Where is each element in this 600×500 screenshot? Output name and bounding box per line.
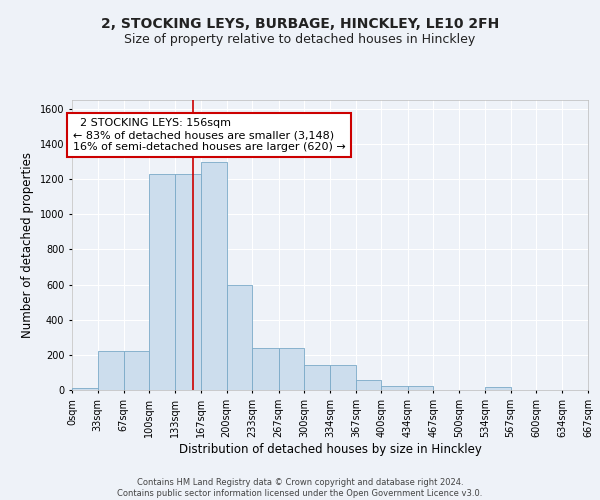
Bar [201,162,227,390]
Bar [98,352,124,390]
Text: Contains HM Land Registry data © Crown copyright and database right 2024.
Contai: Contains HM Land Registry data © Crown c… [118,478,482,498]
Text: Size of property relative to detached houses in Hinckley: Size of property relative to detached ho… [124,32,476,46]
Bar [175,174,201,390]
Text: 2 STOCKING LEYS: 156sqm
← 83% of detached houses are smaller (3,148)
16% of semi: 2 STOCKING LEYS: 156sqm ← 83% of detache… [73,118,346,152]
Bar [278,348,304,390]
Bar [356,380,382,390]
Bar [304,366,331,390]
Bar [72,388,98,390]
Y-axis label: Number of detached properties: Number of detached properties [21,152,34,338]
Bar [331,366,356,390]
Text: 2, STOCKING LEYS, BURBAGE, HINCKLEY, LE10 2FH: 2, STOCKING LEYS, BURBAGE, HINCKLEY, LE1… [101,18,499,32]
Bar [485,388,511,390]
Bar [382,386,408,390]
Bar [252,348,278,390]
Bar [149,174,175,390]
X-axis label: Distribution of detached houses by size in Hinckley: Distribution of detached houses by size … [179,442,481,456]
Bar [124,352,149,390]
Bar [408,386,433,390]
Bar [227,284,252,390]
